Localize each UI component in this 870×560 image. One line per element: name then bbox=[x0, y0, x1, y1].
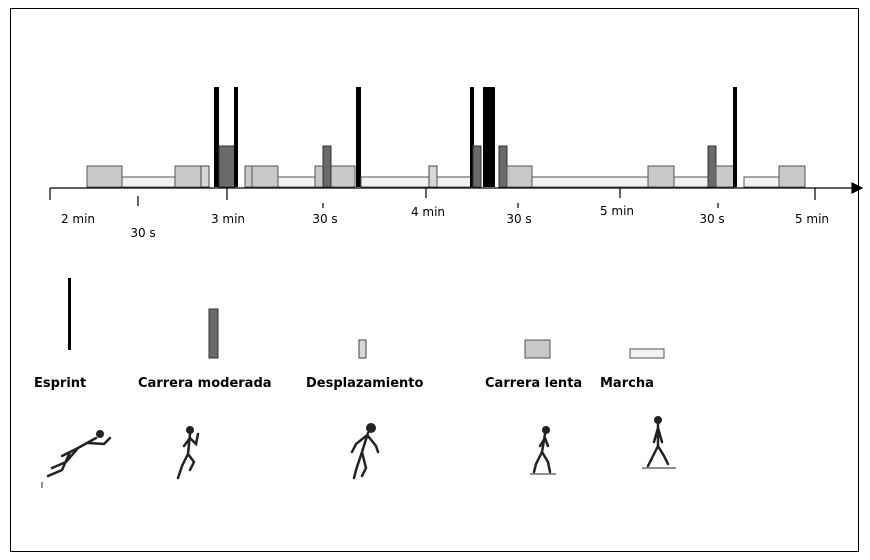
diagram: 2 min 30 s 3 min 30 s 4 min 30 s 5 min 3… bbox=[0, 0, 870, 560]
tick-label: 5 min bbox=[795, 212, 829, 226]
tick-label: 2 min bbox=[61, 212, 95, 226]
tick-label: 4 min bbox=[411, 205, 445, 219]
legend-label: Marcha bbox=[600, 376, 654, 391]
legend-label: Carrera lenta bbox=[485, 376, 582, 391]
legend-label: Desplazamiento bbox=[306, 376, 424, 391]
tick-label: 5 min bbox=[600, 204, 634, 218]
legend-label: Esprint bbox=[34, 376, 86, 391]
tick-label: 30 s bbox=[130, 226, 155, 240]
tick-label: 30 s bbox=[312, 212, 337, 226]
tick-label: 3 min bbox=[211, 212, 245, 226]
legend-label: Carrera moderada bbox=[138, 376, 272, 391]
tick-label: 30 s bbox=[699, 212, 724, 226]
frame bbox=[11, 9, 859, 552]
tick-label: 30 s bbox=[506, 212, 531, 226]
